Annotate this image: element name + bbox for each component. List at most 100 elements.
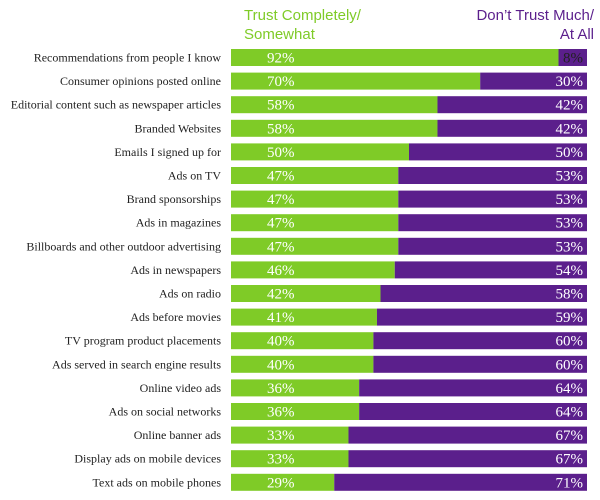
bar-trust <box>231 72 481 90</box>
legend-distrust-line2: At All <box>559 26 594 43</box>
legend-distrust: Don’t Trust Much/ At All <box>434 6 594 44</box>
category-label: Ads in magazines <box>136 216 222 230</box>
bar-distrust <box>558 49 587 66</box>
bar-distrust <box>437 119 587 137</box>
value-label-trust: 36% <box>267 381 295 397</box>
value-label-distrust: 50% <box>556 145 584 161</box>
bar-trust <box>231 308 377 326</box>
category-label: Ads in newspapers <box>130 263 221 277</box>
category-label: Online video ads <box>140 381 222 395</box>
bar-distrust <box>394 261 587 279</box>
bar-trust <box>231 403 360 420</box>
bar-distrust <box>359 379 587 397</box>
value-label-distrust: 59% <box>556 310 584 326</box>
value-label-trust: 70% <box>267 74 295 90</box>
value-label-distrust: 53% <box>556 192 584 208</box>
category-label: Display ads on mobile devices <box>74 452 221 466</box>
value-label-trust: 33% <box>267 428 295 444</box>
category-label: Branded Websites <box>135 121 222 135</box>
category-label: Ads on radio <box>159 287 221 301</box>
bar-trust <box>231 355 374 373</box>
category-label: TV program product placements <box>65 334 221 348</box>
bar-distrust <box>398 167 587 184</box>
legend-trust: Trust Completely/ Somewhat <box>244 6 404 44</box>
bar-distrust <box>373 355 587 373</box>
value-label-distrust: 53% <box>556 169 584 185</box>
bar-distrust <box>437 96 587 114</box>
category-label: Consumer opinions posted online <box>60 74 221 88</box>
bar-trust <box>231 143 409 161</box>
bar-trust <box>231 285 381 302</box>
bar-trust <box>231 473 335 491</box>
bar-trust <box>231 167 399 184</box>
category-label: Ads before movies <box>130 310 221 324</box>
bar-distrust <box>380 285 587 302</box>
bar-trust <box>231 261 395 279</box>
value-label-distrust: 53% <box>556 239 584 255</box>
value-label-distrust: 58% <box>556 287 584 303</box>
value-label-distrust: 67% <box>556 428 584 444</box>
bar-trust <box>231 96 438 114</box>
value-label-trust: 33% <box>267 452 295 468</box>
bar-distrust <box>398 214 587 232</box>
legend-trust-line2: Somewhat <box>244 26 315 43</box>
value-label-trust: 47% <box>267 192 295 208</box>
category-label: Ads on social networks <box>109 405 222 419</box>
legend-distrust-line1: Don’t Trust Much/ <box>476 7 594 24</box>
value-label-trust: 50% <box>267 145 295 161</box>
value-label-distrust: 42% <box>556 98 584 114</box>
value-label-trust: 29% <box>267 475 295 491</box>
value-label-distrust: 42% <box>556 121 584 137</box>
category-label: Brand sponsorships <box>127 192 222 206</box>
value-label-distrust: 53% <box>556 216 584 232</box>
category-label: Recommendations from people I know <box>34 51 222 65</box>
value-label-distrust: 8% <box>563 51 583 67</box>
value-label-trust: 46% <box>267 263 295 279</box>
category-label: Ads served in search engine results <box>52 357 221 371</box>
bar-distrust <box>409 143 587 161</box>
value-label-trust: 58% <box>267 98 295 114</box>
value-label-distrust: 64% <box>556 405 584 421</box>
bar-distrust <box>348 426 587 444</box>
category-label: Online banner ads <box>134 428 222 442</box>
bar-trust <box>231 49 559 66</box>
bar-distrust <box>480 72 587 90</box>
value-label-distrust: 54% <box>556 263 584 279</box>
value-label-distrust: 60% <box>556 357 584 373</box>
value-label-trust: 40% <box>267 357 295 373</box>
bar-distrust <box>348 450 587 468</box>
value-label-trust: 47% <box>267 169 295 185</box>
bar-trust <box>231 332 374 350</box>
value-label-trust: 36% <box>267 405 295 421</box>
value-label-trust: 40% <box>267 334 295 350</box>
bar-trust <box>231 237 399 255</box>
bar-trust <box>231 119 438 137</box>
category-label: Text ads on mobile phones <box>93 475 222 489</box>
bar-distrust <box>373 332 587 350</box>
category-label: Editorial content such as newspaper arti… <box>11 98 222 112</box>
value-label-distrust: 60% <box>556 334 584 350</box>
value-label-trust: 42% <box>267 287 295 303</box>
bar-distrust <box>359 403 587 420</box>
category-label: Billboards and other outdoor advertising <box>26 239 221 253</box>
value-label-distrust: 67% <box>556 452 584 468</box>
value-label-distrust: 71% <box>556 475 584 491</box>
value-label-trust: 41% <box>267 310 295 326</box>
bar-distrust <box>398 237 587 255</box>
bar-distrust <box>334 473 587 491</box>
bar-trust <box>231 450 349 468</box>
value-label-trust: 47% <box>267 216 295 232</box>
legend-trust-line1: Trust Completely/ <box>244 7 361 24</box>
value-label-trust: 92% <box>267 51 295 67</box>
bar-distrust <box>398 190 587 208</box>
value-label-distrust: 30% <box>556 74 584 90</box>
bar-trust <box>231 426 349 444</box>
bar-trust <box>231 379 360 397</box>
bar-distrust <box>376 308 587 326</box>
value-label-trust: 58% <box>267 121 295 137</box>
bar-trust <box>231 190 399 208</box>
bar-trust <box>231 214 399 232</box>
value-label-trust: 47% <box>267 239 295 255</box>
value-label-distrust: 64% <box>556 381 584 397</box>
